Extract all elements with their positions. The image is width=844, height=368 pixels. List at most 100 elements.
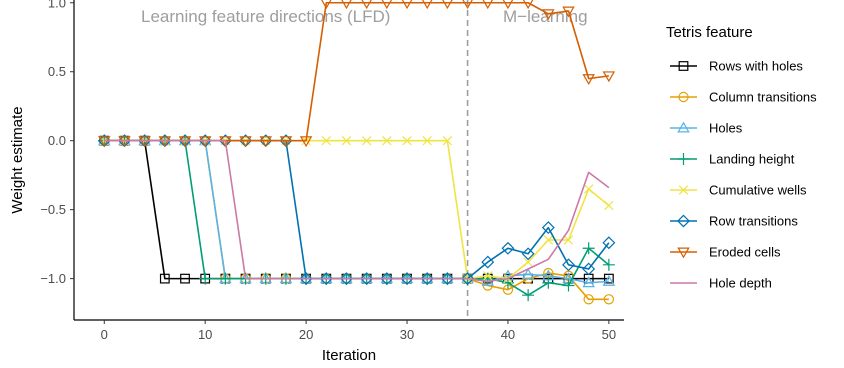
legend-item: Row transitions bbox=[670, 214, 798, 229]
data-point bbox=[521, 268, 535, 279]
data-point bbox=[583, 294, 594, 305]
data-point bbox=[341, 0, 352, 10]
legend-swatch-marker bbox=[678, 185, 689, 195]
data-point bbox=[582, 242, 595, 255]
legend-item: Rows with holes bbox=[670, 59, 803, 74]
legend-item: Cumulative wells bbox=[670, 183, 807, 198]
y-tick-label: 0.5 bbox=[48, 64, 66, 79]
data-point bbox=[521, 247, 535, 261]
data-point bbox=[582, 276, 595, 288]
data-point bbox=[341, 135, 352, 146]
series-line bbox=[104, 139, 610, 280]
series-line bbox=[104, 139, 609, 280]
data-point bbox=[239, 136, 252, 148]
data-point bbox=[522, 289, 535, 302]
legend-swatch-marker bbox=[677, 153, 690, 165]
x-tick-label: 10 bbox=[198, 327, 212, 342]
data-point bbox=[361, 135, 372, 146]
data-point bbox=[502, 0, 514, 10]
data-point bbox=[422, 135, 432, 146]
data-point bbox=[542, 276, 555, 289]
y-tick-label: −0.5 bbox=[40, 202, 66, 217]
legend-item: Holes bbox=[670, 121, 743, 136]
data-point bbox=[582, 262, 596, 276]
y-tick-label: −1.0 bbox=[40, 271, 66, 286]
legend-label: Cumulative wells bbox=[709, 183, 807, 198]
data-point bbox=[461, 272, 475, 286]
legend-label: Landing height bbox=[709, 152, 795, 167]
data-point bbox=[420, 272, 434, 286]
data-point bbox=[382, 135, 392, 146]
data-point bbox=[321, 135, 332, 146]
legend-item: Landing height bbox=[670, 152, 795, 167]
series-group bbox=[97, 0, 616, 305]
phase-label: Learning feature directions (LFD) bbox=[141, 7, 390, 26]
data-point bbox=[361, 0, 372, 10]
x-tick-label: 40 bbox=[501, 327, 515, 342]
y-tick-label: 1.0 bbox=[48, 0, 66, 10]
legend-swatch-marker bbox=[677, 121, 690, 133]
data-point bbox=[199, 272, 212, 285]
data-point bbox=[562, 258, 575, 272]
data-point bbox=[481, 272, 494, 285]
series-line bbox=[104, 139, 610, 280]
data-point bbox=[259, 136, 272, 148]
legend-label: Row transitions bbox=[709, 214, 798, 229]
data-point bbox=[180, 273, 190, 284]
data-point bbox=[421, 0, 433, 10]
x-axis-title: Iteration bbox=[322, 347, 376, 364]
x-tick-label: 50 bbox=[602, 327, 616, 342]
data-point bbox=[401, 0, 413, 10]
data-point bbox=[299, 272, 313, 286]
series-line bbox=[104, 139, 609, 284]
data-point bbox=[543, 235, 554, 245]
legend-label: Hole depth bbox=[709, 276, 772, 291]
data-point bbox=[360, 272, 374, 286]
series-5 bbox=[97, 134, 616, 286]
data-point bbox=[563, 235, 574, 245]
data-point bbox=[602, 71, 616, 83]
legend-label: Holes bbox=[709, 121, 743, 136]
axes: 0 10 20 30 40 50 −1.0 −0.5 0.0 0.5 1.0 Iteration Wei… bbox=[9, 0, 624, 364]
data-point bbox=[299, 136, 313, 148]
data-point bbox=[603, 294, 615, 305]
series-line bbox=[104, 139, 610, 296]
data-point bbox=[501, 241, 515, 255]
x-tick-label: 20 bbox=[299, 327, 313, 342]
legend-label: Column transitions bbox=[709, 90, 817, 105]
data-point bbox=[523, 257, 533, 267]
data-point bbox=[442, 0, 453, 10]
data-point bbox=[602, 236, 616, 250]
y-axis-title: Weight estimate bbox=[9, 106, 26, 213]
data-point bbox=[562, 279, 575, 292]
legend-item: Hole depth bbox=[670, 276, 772, 291]
data-point bbox=[462, 0, 473, 10]
legend-swatch-marker bbox=[677, 247, 690, 259]
data-point bbox=[603, 273, 614, 284]
data-point bbox=[321, 0, 332, 10]
legend-title: Tetris feature bbox=[666, 24, 753, 41]
data-point bbox=[481, 255, 495, 269]
series-0 bbox=[99, 135, 614, 284]
y-tick-label: 0.0 bbox=[48, 133, 66, 148]
data-point bbox=[483, 271, 493, 281]
data-point bbox=[541, 221, 555, 235]
data-point bbox=[562, 6, 575, 18]
series-7 bbox=[104, 139, 610, 283]
data-point bbox=[583, 184, 594, 194]
series-4 bbox=[99, 135, 614, 284]
data-point bbox=[522, 0, 534, 10]
legend-swatch-marker bbox=[678, 91, 689, 103]
data-point bbox=[442, 135, 453, 146]
legend-item: Eroded cells bbox=[670, 245, 781, 260]
data-point bbox=[219, 272, 232, 285]
series-line bbox=[104, 139, 610, 283]
data-point bbox=[542, 9, 555, 21]
legend: Tetris feature Rows with holes Column tran… bbox=[666, 24, 817, 291]
data-point bbox=[340, 272, 353, 286]
legend-swatch-marker bbox=[677, 214, 690, 228]
data-point bbox=[482, 0, 494, 10]
data-point bbox=[380, 272, 394, 286]
data-point bbox=[319, 272, 333, 286]
